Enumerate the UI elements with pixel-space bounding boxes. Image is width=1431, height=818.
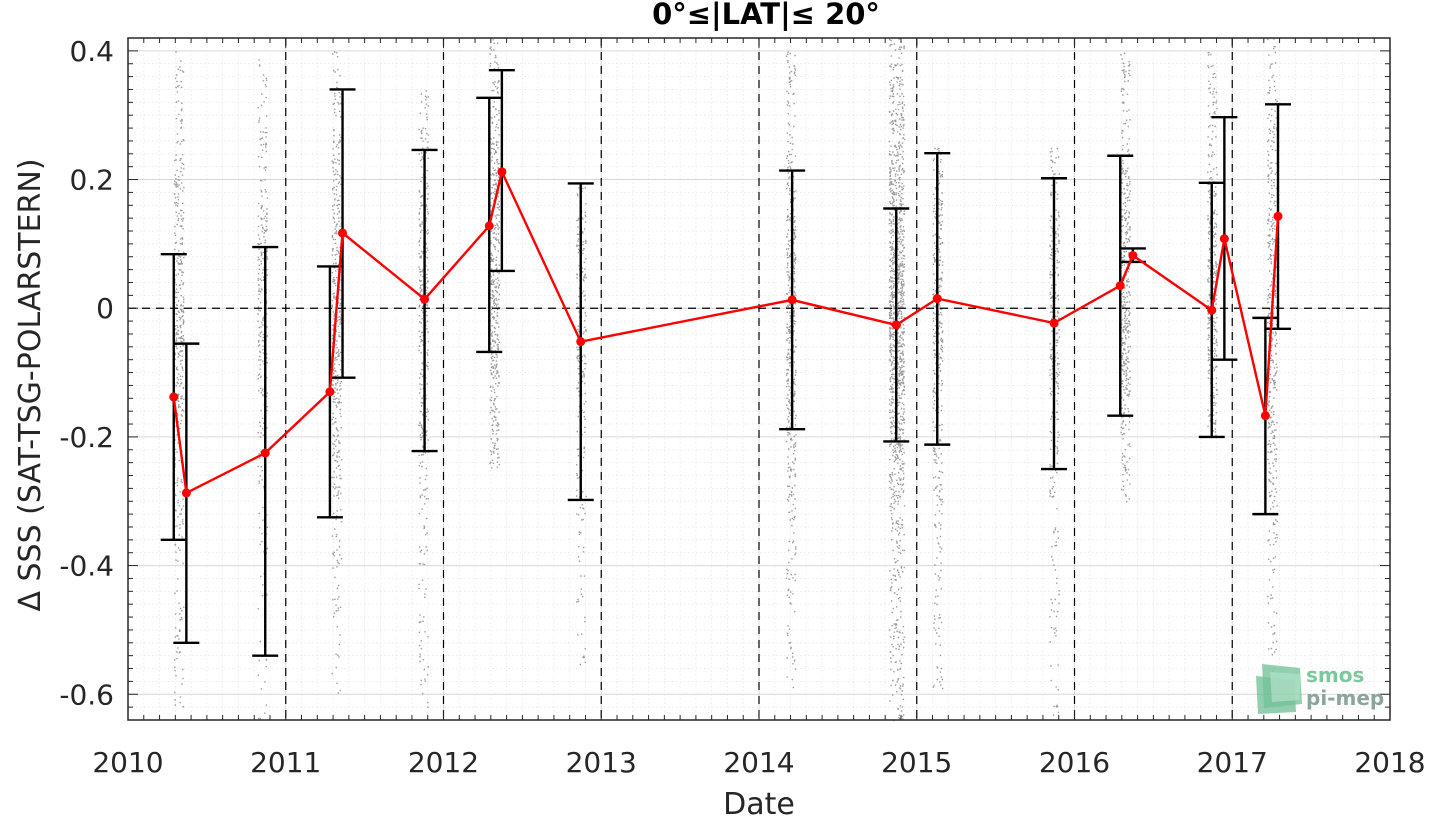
data-point [420, 294, 430, 304]
data-point [484, 221, 494, 231]
scatter-cluster [418, 90, 430, 709]
y-tick-label: 0 [96, 292, 114, 325]
scatter-cluster [576, 187, 587, 666]
y-axis-label: Δ SSS (SAT-TSG-POLARSTERN) [13, 158, 48, 611]
y-tick-labels: 0.4 0.2 0 -0.2 -0.4 -0.6 [59, 35, 114, 711]
data-point [891, 320, 901, 330]
x-tick-label: 2017 [1197, 746, 1268, 779]
scatter-cluster [257, 59, 269, 720]
data-point [1273, 211, 1283, 221]
logo-text-smos: smos [1306, 663, 1364, 687]
scatter-cluster [1207, 51, 1218, 439]
x-axis-label: Date [723, 787, 795, 818]
data-point [169, 392, 179, 402]
x-tick-label: 2013 [566, 746, 637, 779]
scatter-cluster [1267, 38, 1278, 672]
data-point [1128, 250, 1138, 260]
logo-text-pi-mep: pi-mep [1306, 686, 1384, 710]
axis-ticks [127, 37, 1391, 721]
data-point [932, 294, 942, 304]
data-point [1260, 411, 1270, 421]
data-point [260, 448, 270, 458]
scatter-cluster [489, 39, 501, 469]
x-tick-label: 2016 [1039, 746, 1110, 779]
data-point [181, 488, 191, 498]
scatter-cluster [888, 38, 906, 722]
y-tick-label: -0.2 [59, 421, 114, 454]
y-tick-label: -0.6 [59, 678, 114, 711]
x-tick-label: 2018 [1354, 746, 1425, 779]
data-point [1049, 318, 1059, 328]
data-point [497, 167, 507, 177]
data-point [576, 337, 586, 347]
reference-lines [128, 38, 1390, 720]
x-tick-label: 2014 [723, 746, 794, 779]
y-tick-label: 0.2 [69, 164, 114, 197]
y-tick-label: -0.4 [59, 550, 114, 583]
chart-title: 0°≤|LAT|≤ 20° [652, 0, 880, 31]
series-markers [169, 167, 1283, 498]
data-point [1219, 234, 1229, 244]
y-tick-label: 0.4 [69, 35, 114, 68]
data-point [1115, 281, 1125, 291]
smos-pi-mep-logo: smos pi-mep [1256, 663, 1384, 714]
data-point [1207, 305, 1217, 315]
x-tick-label: 2011 [250, 746, 321, 779]
logo-mark-icon [1256, 664, 1302, 714]
x-tick-label: 2010 [92, 746, 163, 779]
x-tick-label: 2015 [881, 746, 952, 779]
x-tick-labels: 2010 2011 2012 2013 2014 2015 2016 2017 2018 [92, 746, 1425, 779]
scatter-cluster [331, 51, 343, 694]
data-point [787, 295, 797, 305]
data-point [325, 387, 335, 397]
x-tick-label: 2012 [408, 746, 479, 779]
minor-grid [127, 37, 1391, 721]
data-point [338, 228, 348, 238]
